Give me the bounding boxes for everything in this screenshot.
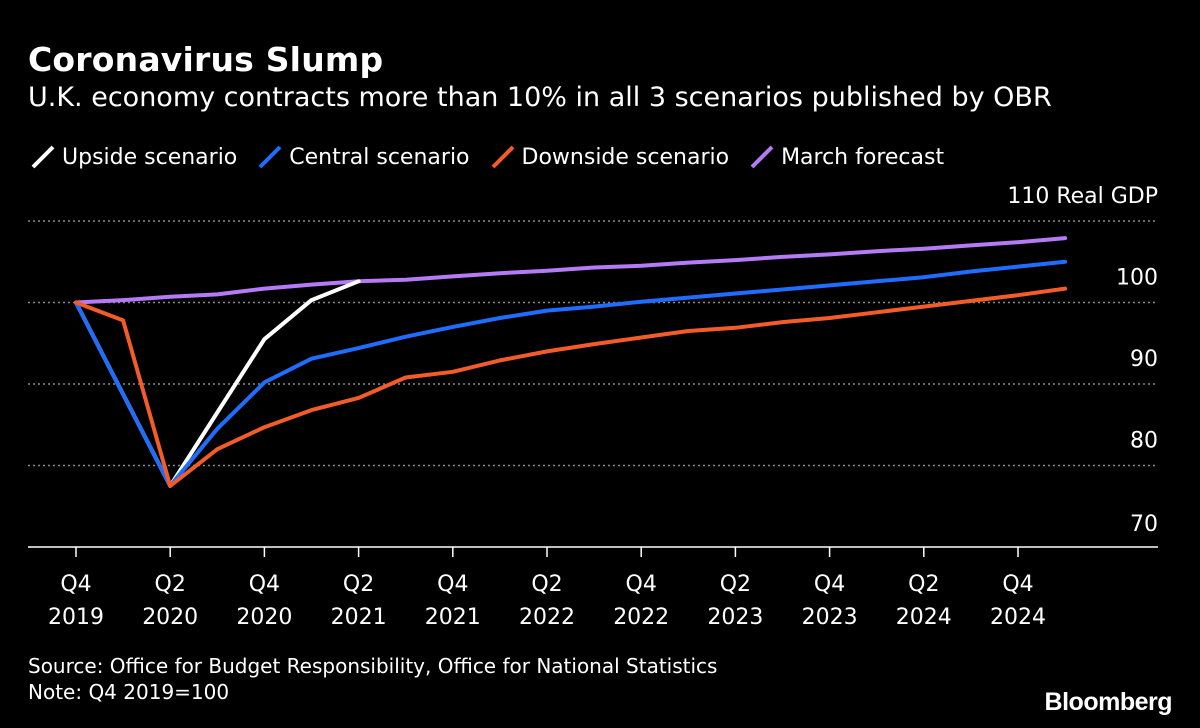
x-tick-label-year: 2021 [331,605,387,630]
legend-label-march: March forecast [781,144,945,170]
legend-swatch-central [255,142,285,172]
x-tick-label-quarter: Q2 [720,572,751,597]
y-tick-label-70: 70 [1130,512,1158,537]
y-tick-label-90: 90 [1130,347,1158,372]
x-tick-label-year: 2019 [48,605,104,630]
legend-swatch-upside [28,142,58,172]
x-tick-label-quarter: Q2 [155,572,186,597]
x-tick-label-year: 2023 [707,605,763,630]
y-tick-label-100: 100 [1116,266,1158,291]
x-tick-label-year: 2021 [425,605,481,630]
chart-subtitle: U.K. economy contracts more than 10% in … [28,82,1052,113]
x-tick-label-quarter: Q2 [531,572,562,597]
x-tick-label-year: 2022 [519,605,575,630]
series-line-march-forecast [74,236,1068,305]
y-tick-label-110: 110 Real GDP [1007,184,1158,209]
x-tick-label-quarter: Q4 [437,572,468,597]
legend-swatch-downside [488,142,518,172]
legend-item-downside: Downside scenario [488,142,730,172]
x-tick-label-year: 2020 [142,605,198,630]
legend-swatch-march [747,142,777,172]
x-tick-label-year: 2024 [896,605,952,630]
x-tick-label-quarter: Q2 [343,572,374,597]
legend-item-march: March forecast [747,142,944,172]
x-tick-label-year: 2020 [236,605,292,630]
x-tick-label-year: 2023 [802,605,858,630]
legend-label-central: Central scenario [289,144,470,170]
x-tick-label-year: 2022 [613,605,669,630]
x-tick-label-year: 2024 [990,605,1046,630]
legend-label-downside: Downside scenario [521,144,730,170]
base-note: Note: Q4 2019=100 [28,680,230,704]
legend-item-upside: Upside scenario [28,142,237,172]
y-tick-label-80: 80 [1130,429,1158,454]
source-note: Source: Office for Budget Responsibility… [28,654,718,678]
x-tick-label-quarter: Q4 [814,572,845,597]
series-line-central-scenario [74,259,1068,488]
legend-label-upside: Upside scenario [62,144,238,170]
x-tick-label-quarter: Q4 [249,572,280,597]
x-tick-label-quarter: Q2 [908,572,939,597]
legend-item-central: Central scenario [255,142,470,172]
x-tick-label-quarter: Q4 [626,572,657,597]
bloomberg-logo: Bloomberg [1044,688,1173,716]
x-tick-label-quarter: Q4 [1002,572,1033,597]
legend: Upside scenario Central scenario Downsid… [28,140,962,174]
chart-title: Coronavirus Slump [28,40,384,79]
series-line-downside-scenario [74,286,1068,488]
x-tick-label-quarter: Q4 [60,572,91,597]
